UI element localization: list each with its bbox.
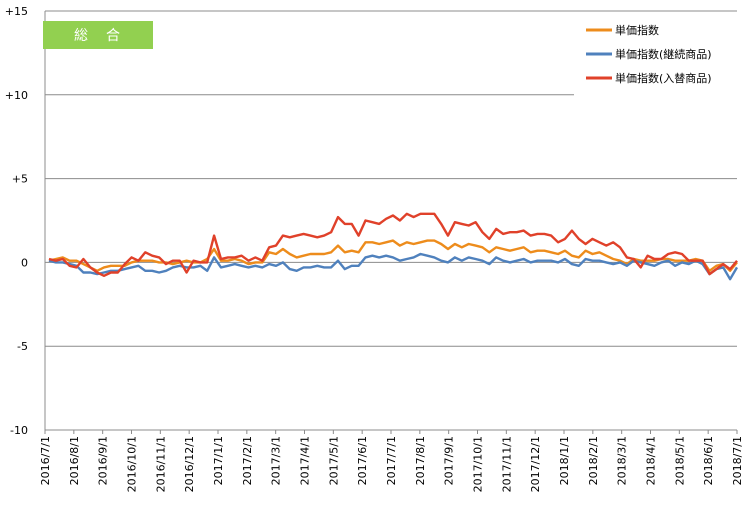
- x-tick-label: 2017/12/1: [529, 436, 542, 492]
- x-tick-label: 2017/11/1: [500, 436, 513, 492]
- x-tick-label: 2018/2/1: [587, 436, 600, 485]
- x-tick-label: 2016/8/1: [68, 436, 81, 485]
- x-tick-label: 2018/7/1: [731, 436, 742, 485]
- series-lines: [48, 212, 739, 281]
- y-tick-label: +5: [12, 173, 28, 186]
- x-tick-label: 2017/2/1: [241, 436, 254, 485]
- legend-label: 単価指数(入替商品): [615, 71, 712, 85]
- x-tick-label: 2016/7/1: [39, 436, 52, 485]
- x-tick-label: 2017/10/1: [472, 436, 485, 492]
- x-tick-label: 2017/3/1: [270, 436, 283, 485]
- category-badge: 総 合: [43, 21, 153, 49]
- badge-label: 総 合: [74, 28, 122, 44]
- y-tick-label: -10: [10, 424, 28, 437]
- x-tick-label: 2018/6/1: [702, 436, 715, 485]
- y-tick-label: -5: [17, 340, 28, 353]
- x-tick-label: 2016/11/1: [154, 436, 167, 492]
- x-tick-label: 2017/6/1: [356, 436, 369, 485]
- x-tick-label: 2016/12/1: [183, 436, 196, 492]
- x-tick-label: 2016/9/1: [97, 436, 110, 485]
- y-tick-label: +10: [5, 89, 28, 102]
- x-tick-label: 2017/9/1: [443, 436, 456, 485]
- x-tick-label: 2018/1/1: [558, 436, 571, 485]
- x-tick-label: 2017/8/1: [414, 436, 427, 485]
- x-tick-label: 2016/10/1: [126, 436, 139, 492]
- y-tick-label: +15: [5, 5, 28, 18]
- x-tick-label: 2017/1/1: [212, 436, 225, 485]
- x-tick-label: 2018/4/1: [645, 436, 658, 485]
- x-tick-label: 2017/4/1: [299, 436, 312, 485]
- x-tick-label: 2018/5/1: [673, 436, 686, 485]
- x-tick-label: 2017/7/1: [385, 436, 398, 485]
- y-axis: +15 +10 +5 0 -5 -10: [5, 5, 46, 437]
- series-line-1: [48, 252, 739, 281]
- x-tick-label: 2018/3/1: [616, 436, 629, 485]
- legend-label: 単価指数: [615, 23, 659, 37]
- x-tick-label: 2017/5/1: [327, 436, 340, 485]
- y-tick-label: 0: [21, 256, 28, 269]
- series-line-2: [48, 212, 738, 277]
- legend-label: 単価指数(継続商品): [615, 47, 712, 61]
- badge-background: [43, 21, 153, 49]
- x-axis: 2016/7/1 2016/8/1 2016/9/1 2016/10/1 2016/11…: [39, 430, 742, 492]
